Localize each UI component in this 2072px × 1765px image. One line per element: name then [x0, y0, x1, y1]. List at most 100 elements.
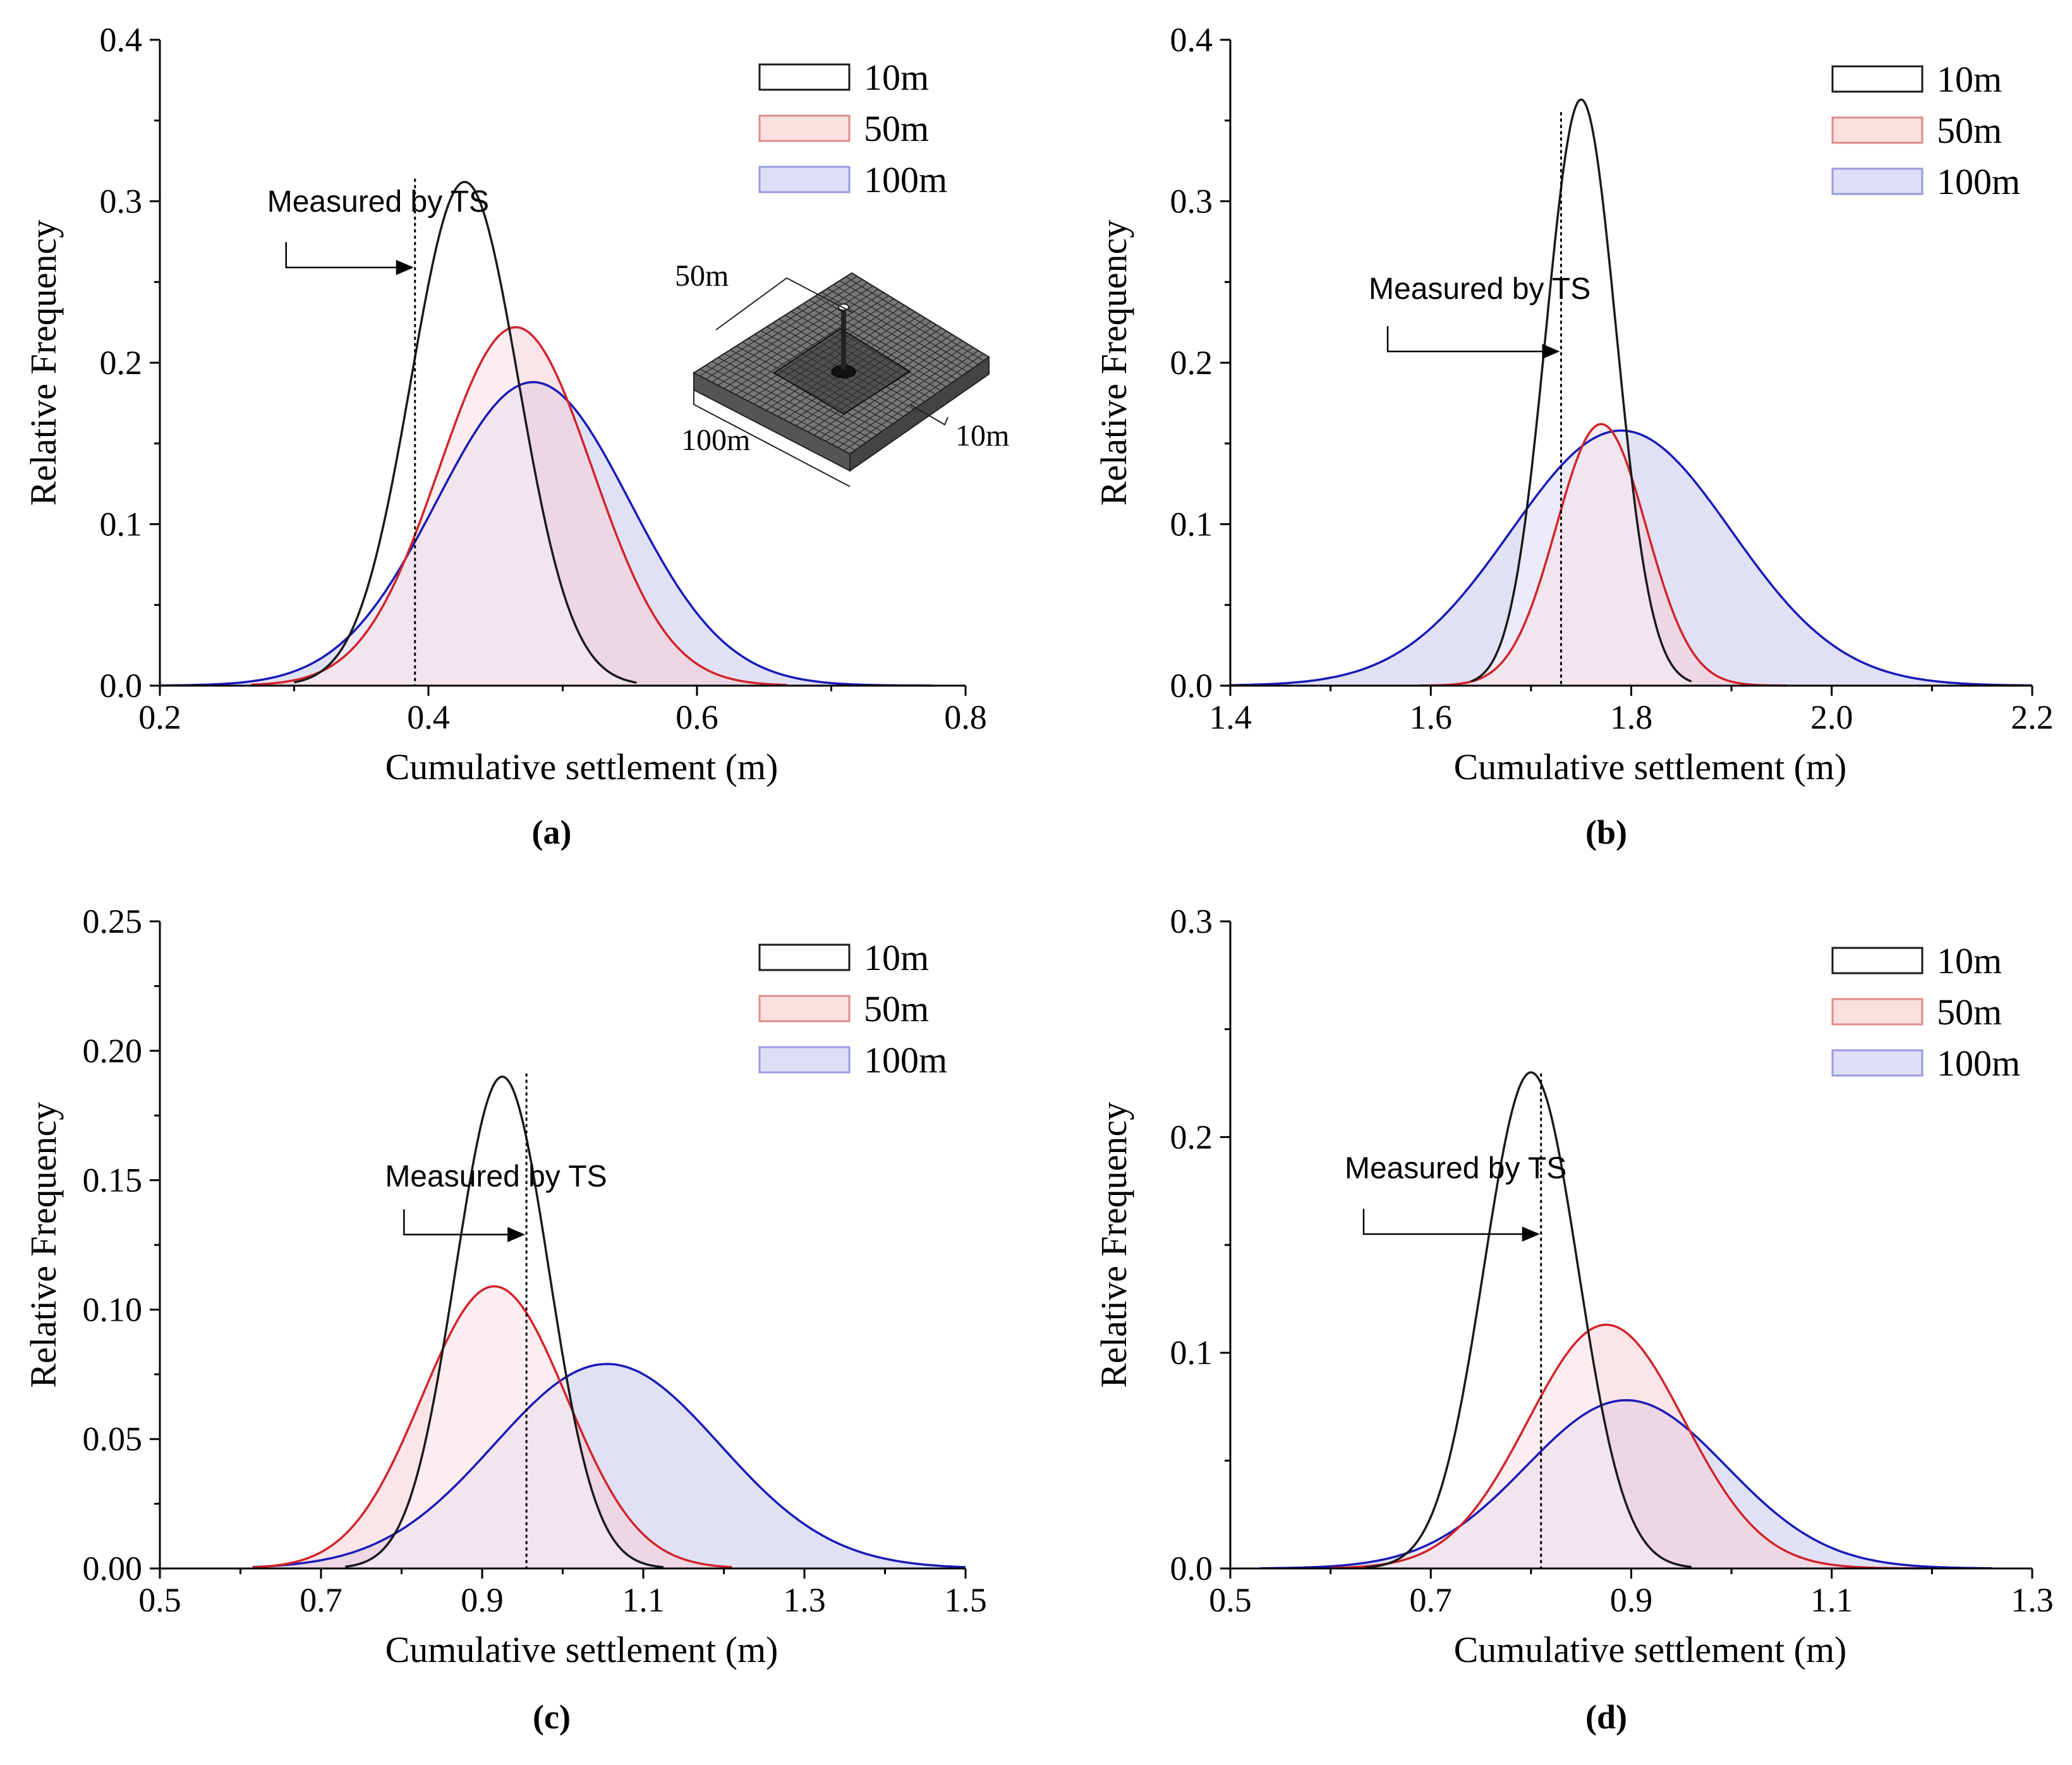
mesh-grid-line — [825, 344, 968, 442]
legend-label-50m: 50m — [1937, 992, 2002, 1033]
series-line-50m — [1330, 1323, 1922, 1570]
legend-swatch-50m — [758, 114, 851, 142]
y-tick-label: 0.4 — [100, 21, 143, 59]
y-tick-label: 0.1 — [1170, 506, 1213, 543]
panel-caption: (a) — [532, 813, 572, 851]
series-fill-50m — [1421, 424, 1787, 686]
x-tick-label: 0.5 — [1209, 1581, 1252, 1619]
x-tick-label: 0.5 — [138, 1581, 181, 1619]
legend-swatch-10m — [758, 63, 851, 91]
x-tick-label: 0.4 — [407, 698, 450, 736]
series-line-50m — [1421, 423, 1787, 687]
y-axis-title: Relative Frequency — [23, 1102, 64, 1388]
measured-arrow — [1386, 326, 1544, 353]
mesh-center — [831, 365, 856, 379]
mesh-grid-line — [712, 361, 866, 443]
legend-swatch-100m — [758, 1046, 851, 1074]
y-tick-label: 0.25 — [83, 902, 143, 940]
x-tick-label: 0.9 — [1610, 1581, 1653, 1619]
chart-panel-a: Measured by TS 0.2 0.4 0.6 0.8 0.0 0.1 0.2 0.3 0.… — [23, 21, 1009, 851]
legend-label-10m: 10m — [1937, 59, 2002, 100]
panel-caption: (b) — [1585, 813, 1627, 851]
legend-label-10m: 10m — [864, 57, 929, 98]
x-tick-label: 0.7 — [1410, 1581, 1453, 1619]
x-axis-title: Cumulative settlement (m) — [385, 1629, 779, 1670]
series-line-100m — [252, 1362, 966, 1568]
y-tick-label: 0.2 — [1170, 344, 1213, 382]
series-line-10m — [1470, 98, 1692, 683]
measured-arrow — [285, 242, 397, 269]
x-tick-label: 1.4 — [1209, 698, 1252, 736]
legend-swatch-100m — [758, 166, 851, 193]
x-axis-title: Cumulative settlement (m) — [1454, 1629, 1847, 1670]
y-tick-label: 0.20 — [83, 1032, 143, 1070]
mesh-grid-line — [832, 347, 974, 445]
series-line-10m — [294, 181, 637, 684]
x-tick-label: 0.8 — [944, 698, 987, 736]
y-tick-label: 0.3 — [1170, 183, 1213, 221]
y-tick-label: 0.05 — [83, 1420, 143, 1458]
x-tick-label: 0.7 — [300, 1581, 342, 1619]
mesh-grid-line — [820, 340, 963, 439]
mesh-grid-line — [718, 357, 872, 439]
measured-label: Measured by TS — [1345, 1152, 1566, 1186]
series-line-100m — [1230, 429, 2032, 687]
x-axis-title: Cumulative settlement (m) — [1454, 746, 1847, 787]
measured-label: Measured by TS — [385, 1160, 607, 1194]
series-fill-10m — [294, 181, 637, 686]
y-axis-title: Relative Frequency — [1093, 1102, 1134, 1388]
measured-arrowhead — [1542, 344, 1560, 360]
series-fill-10m — [1366, 1072, 1692, 1568]
measured-arrowhead — [396, 260, 414, 276]
legend-label-50m: 50m — [864, 108, 929, 149]
series-line-50m — [252, 1285, 732, 1569]
y-tick-label: 0.10 — [83, 1290, 143, 1328]
y-tick-label: 0.0 — [1170, 1550, 1213, 1587]
series-fill-10m — [1470, 99, 1692, 686]
y-tick-label: 0.0 — [100, 667, 143, 705]
legend-swatch-50m — [1831, 998, 1924, 1026]
x-tick-label: 1.1 — [622, 1581, 665, 1619]
measured-arrowhead — [507, 1227, 526, 1242]
legend-label-100m: 100m — [864, 159, 947, 200]
series-line-100m — [160, 380, 932, 687]
dim-line-10 — [909, 404, 948, 426]
y-tick-label: 0.3 — [100, 183, 143, 221]
series-fill-50m — [251, 327, 787, 686]
legend-label-50m: 50m — [1937, 110, 2002, 151]
y-tick-label: 0.2 — [100, 344, 143, 382]
series-line-10m — [345, 1076, 664, 1568]
x-axis-title: Cumulative settlement (m) — [385, 746, 779, 787]
series-line-10m — [1366, 1071, 1692, 1569]
x-tick-label: 2.0 — [1810, 698, 1853, 736]
y-tick-label: 0.0 — [1170, 667, 1213, 705]
inset-label-100m: 100m — [681, 423, 750, 457]
x-tick-label: 2.2 — [2011, 698, 2054, 736]
mesh-grid-line — [849, 356, 990, 454]
y-axis-title: Relative Frequency — [1093, 220, 1134, 506]
x-tick-label: 0.6 — [676, 698, 718, 736]
y-tick-label: 0.1 — [1170, 1334, 1213, 1372]
legend-swatch-50m — [758, 995, 851, 1022]
legend-label-100m: 100m — [864, 1040, 947, 1081]
legend-label-10m: 10m — [864, 937, 929, 978]
measured-label: Measured by TS — [1369, 272, 1590, 306]
x-tick-label: 1.1 — [1810, 1581, 1853, 1619]
legend-label-50m: 50m — [864, 988, 929, 1029]
legend-label-100m: 100m — [1937, 1043, 2020, 1084]
mesh-grid-line — [724, 353, 877, 436]
y-axis-title: Relative Frequency — [23, 220, 64, 506]
measured-arrow — [1362, 1208, 1524, 1235]
dim-line-50 — [715, 277, 854, 331]
legend-swatch-10m — [758, 943, 851, 971]
chart-panel-c: Measured by TS 0.5 0.7 0.9 1.1 1.3 1.5 0.00 0.05… — [23, 902, 987, 1736]
x-tick-label: 1.3 — [783, 1581, 826, 1619]
series-line-100m — [1260, 1399, 1992, 1570]
mesh-grid-line — [705, 365, 861, 447]
measured-arrow — [403, 1209, 509, 1235]
x-tick-label: 1.5 — [944, 1581, 987, 1619]
dim-line-100 — [693, 382, 851, 487]
mesh-inset: 50m 100m 10m — [675, 259, 1009, 487]
legend-swatch-50m — [1831, 116, 1924, 144]
panel-caption: (c) — [533, 1698, 571, 1736]
